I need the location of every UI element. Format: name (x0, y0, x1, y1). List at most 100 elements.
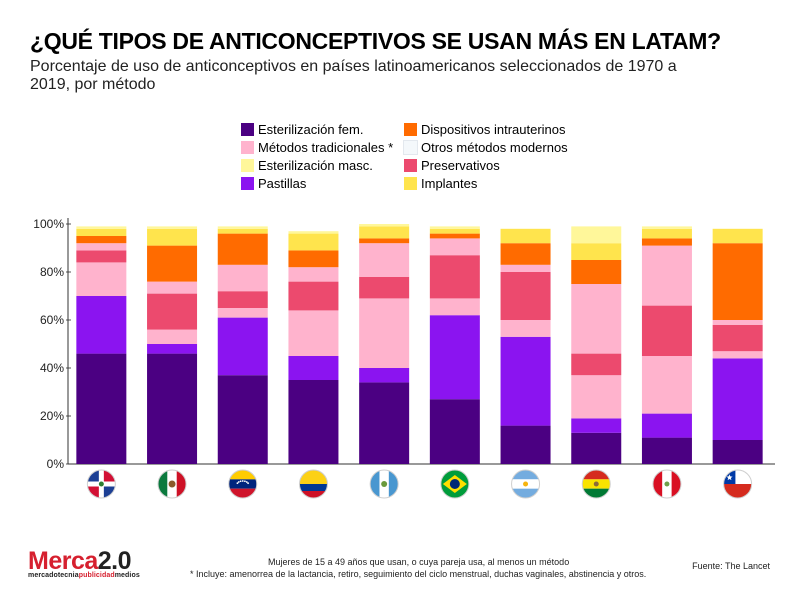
bar-segment (571, 432, 622, 464)
bar-segment (359, 238, 410, 244)
bar-segment (712, 320, 763, 325)
flag-per-icon (652, 470, 681, 498)
footnote-line-1: Mujeres de 15 a 49 años que usan, o cuya… (268, 557, 570, 567)
bar-segment (429, 233, 480, 239)
bar-segment (429, 399, 480, 464)
legend-label: Métodos tradicionales * (258, 140, 394, 155)
legend-swatch (241, 159, 254, 172)
bar-segment (76, 353, 127, 464)
bar-segment (76, 228, 127, 236)
legend-item: Pastillas (241, 176, 306, 191)
legend-item: Dispositivos intrauterinos (404, 122, 566, 137)
bar-segment (217, 233, 268, 265)
legend-swatch (404, 159, 417, 172)
bar-segment (147, 245, 198, 282)
legend-label: Esterilización fem. (258, 122, 364, 137)
legend-swatch (404, 177, 417, 190)
bar-segment (359, 298, 410, 368)
bar-segment (288, 356, 339, 380)
y-tick-label: 40% (40, 361, 64, 375)
bar-segment (217, 228, 268, 234)
legend-item: Implantes (404, 176, 477, 191)
y-tick-label: 60% (40, 313, 64, 327)
bar-segment (712, 358, 763, 440)
y-tick-label: 80% (40, 265, 64, 279)
bar-segment (641, 245, 692, 306)
footnote-line-2: * Incluye: amenorrea de la lactancia, re… (190, 569, 647, 579)
bar-segment (76, 243, 127, 251)
legend-swatch (241, 141, 254, 154)
bar-segment (217, 375, 268, 464)
legend-item: Métodos tradicionales * (241, 140, 393, 155)
bar-segment (359, 226, 410, 239)
bar-segment (217, 317, 268, 376)
bar-segment (359, 243, 410, 277)
flag-bol-icon (582, 470, 611, 498)
bar-segment (712, 243, 763, 320)
bar-segment (712, 440, 763, 464)
flag-chl-icon (723, 470, 752, 498)
legend-label: Preservativos (421, 158, 500, 173)
bar-segment (571, 243, 622, 260)
bar-segment (641, 238, 692, 246)
flag-border (723, 469, 753, 499)
bar-segment (359, 276, 410, 299)
bar-segment (76, 262, 127, 296)
bar-segment (641, 437, 692, 464)
bar-segment (217, 308, 268, 318)
bar-segment (571, 353, 622, 376)
bar-segment (147, 293, 198, 330)
chart-subtitle: Porcentaje de uso de anticonceptivos en … (30, 58, 677, 93)
legend-item: Esterilización fem. (241, 122, 363, 137)
bar-segment (571, 375, 622, 419)
bar-segment (288, 231, 339, 234)
bar-segment (217, 264, 268, 292)
bar-segment (712, 228, 763, 244)
legend-swatch (403, 140, 418, 155)
bar-segment (288, 267, 339, 282)
flag-border (157, 469, 187, 499)
bar-segment (641, 305, 692, 356)
bar-segment (288, 250, 339, 268)
footnote: Mujeres de 15 a 49 años que usan, o cuya… (190, 556, 646, 580)
brand-number: 2.0 (97, 547, 132, 575)
bar-segment (76, 296, 127, 354)
legend-label: Dispositivos intrauterinos (421, 122, 566, 137)
bar-segment (712, 351, 763, 359)
brand-tagline-c: medios (114, 572, 140, 579)
flag-gtm-icon (370, 470, 399, 498)
bar-segment (76, 236, 127, 244)
chart-title: ¿QUÉ TIPOS DE ANTICONCEPTIVOS SE USAN MÁ… (30, 28, 721, 54)
bar-segment (500, 264, 551, 272)
bar-segment (429, 315, 480, 400)
flag-bra-icon (440, 470, 469, 498)
bar-segment (359, 368, 410, 383)
bar-segment (500, 320, 551, 337)
bar-segment (500, 272, 551, 320)
bar-segment (500, 243, 551, 265)
bar-segment (217, 291, 268, 308)
flag-border (581, 469, 611, 499)
legend-label: Esterilización masc. (258, 158, 373, 173)
y-tick-label: 100% (33, 217, 64, 231)
bar-segment (429, 255, 480, 299)
y-tick-label: 0% (47, 457, 65, 471)
bar-segment (429, 226, 480, 229)
bar-segment (288, 310, 339, 356)
y-tick-label: 20% (40, 409, 64, 423)
bar-segment (76, 250, 127, 263)
brand-logo: Merca2.0 mercadotecniapublicidadmedios (28, 548, 140, 579)
bar-segment (429, 238, 480, 256)
bar-segment (641, 413, 692, 438)
bar-segment (641, 356, 692, 414)
legend-swatch (241, 177, 254, 190)
bar-segment (76, 226, 127, 229)
flag-border (228, 469, 258, 499)
bar-segment (712, 324, 763, 352)
legend-label: Otros métodos modernos (421, 140, 568, 155)
flag-border (86, 469, 116, 499)
flag-border (369, 469, 399, 499)
bar-segment (500, 336, 551, 426)
bar-segment (147, 226, 198, 229)
